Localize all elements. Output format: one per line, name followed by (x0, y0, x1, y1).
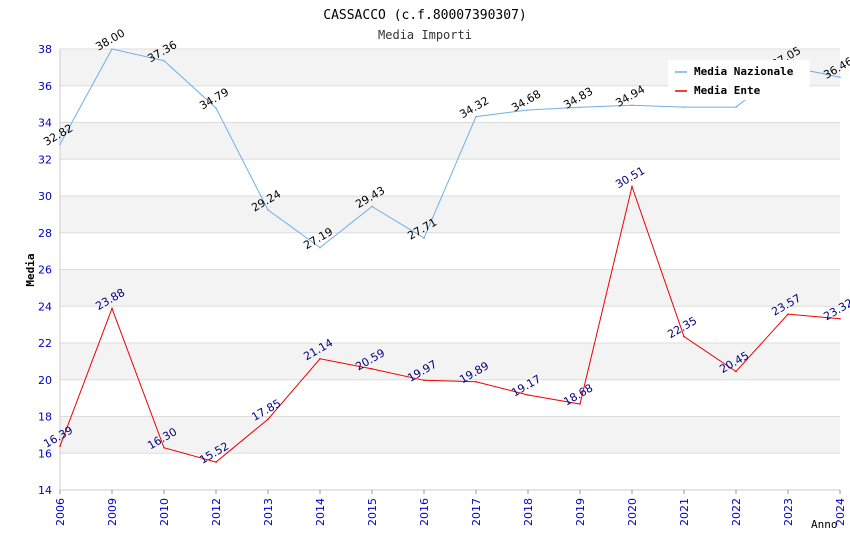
x-tick-label: 2018 (522, 498, 535, 526)
data-point-media-nazionale (683, 106, 685, 108)
plot-band (60, 232, 840, 270)
data-point-media-nazionale (111, 48, 113, 50)
y-tick-label: 16 (38, 447, 52, 460)
y-tick-label: 14 (38, 484, 52, 497)
plot-background-bands (60, 49, 840, 490)
chart-title: CASSACCO (c.f.80007390307) (323, 8, 527, 23)
data-point-media-nazionale (579, 106, 581, 109)
data-point-media-ente (319, 358, 321, 360)
y-axis-title: Media (24, 253, 37, 286)
data-point-media-ente (735, 370, 737, 373)
data-point-media-ente (59, 445, 61, 447)
data-point-media-ente (579, 403, 581, 405)
series-line-media-nazionale (59, 48, 841, 249)
x-tick-label: 2017 (470, 498, 483, 526)
series-line-media-ente (59, 184, 841, 463)
x-tick-label: 2009 (106, 498, 119, 526)
data-point-media-ente (475, 380, 477, 383)
x-tick-label: 2016 (418, 498, 431, 526)
y-tick-labels: 14 16 18 20 22 24 26 28 30 32 34 36 38 (38, 43, 52, 497)
y-tick-label: 20 (38, 374, 52, 387)
y-tick-label: 24 (38, 300, 52, 313)
data-point-media-nazionale (163, 59, 165, 62)
data-point-media-nazionale (839, 76, 841, 79)
data-point-media-nazionale (267, 209, 269, 211)
data-point-media-ente (787, 313, 789, 315)
x-tick-label: 2006 (54, 498, 67, 526)
data-point-media-ente (215, 461, 217, 463)
x-tick-label: 2021 (678, 498, 691, 526)
plot-band (60, 269, 840, 307)
data-point-media-ente (631, 185, 633, 188)
plot-band (60, 453, 840, 490)
x-tick-label: 2019 (574, 498, 587, 526)
plot-band (60, 379, 840, 417)
data-point-media-nazionale (527, 109, 529, 111)
data-point-media-nazionale (215, 107, 217, 109)
y-tick-label: 36 (38, 80, 52, 93)
y-tick-label: 38 (38, 43, 52, 56)
series-lines (59, 48, 841, 463)
data-point-media-ente (683, 335, 685, 338)
data-point-media-ente (839, 317, 841, 320)
data-point-media-nazionale (371, 205, 373, 208)
x-tick-label: 2010 (158, 498, 171, 526)
x-tick-label: 2022 (730, 498, 743, 526)
data-point-media-nazionale (59, 143, 61, 145)
x-tick-label: 2020 (626, 498, 639, 526)
data-point-media-ente (163, 446, 165, 449)
plot-band (60, 416, 840, 454)
y-tick-label: 22 (38, 337, 52, 350)
data-point-media-nazionale (631, 104, 633, 107)
y-tick-label: 26 (38, 264, 52, 277)
x-tick-label: 2013 (262, 498, 275, 526)
data-point-media-ente (267, 418, 269, 421)
y-tick-label: 18 (38, 411, 52, 424)
data-point-media-ente (371, 368, 373, 370)
data-point-media-nazionale (475, 115, 477, 118)
legend: Media Nazionale Media Ente (668, 60, 810, 100)
data-point-media-nazionale (319, 246, 321, 249)
data-point-media-nazionale (423, 237, 425, 239)
x-tick-labels: 2006 2009 2010 2012 2013 2014 2015 2016 2017 2018… (54, 490, 847, 526)
data-point-media-nazionale (735, 106, 737, 108)
x-tick-label: 2023 (782, 498, 795, 526)
legend-label-media-nazionale: Media Nazionale (694, 65, 794, 78)
x-tick-label: 2015 (366, 498, 379, 526)
y-tick-label: 28 (38, 227, 52, 240)
legend-box (668, 60, 810, 100)
plot-band (60, 196, 840, 233)
data-point-media-ente (423, 379, 425, 382)
data-point-media-ente (111, 307, 113, 310)
x-axis-title: Anno (811, 518, 838, 531)
plot-band (60, 306, 840, 343)
plot-band (60, 343, 840, 380)
data-point-media-ente (527, 394, 529, 396)
plot-band (60, 122, 840, 160)
x-tick-label: 2012 (210, 498, 223, 526)
y-tick-label: 32 (38, 153, 52, 166)
y-tick-label: 34 (38, 117, 52, 130)
chart-subtitle: Media Importi (378, 28, 472, 42)
x-tick-label: 2024 (834, 498, 847, 526)
legend-label-media-ente: Media Ente (694, 84, 761, 97)
x-tick-label: 2014 (314, 498, 327, 526)
y-tick-label: 30 (38, 190, 52, 203)
